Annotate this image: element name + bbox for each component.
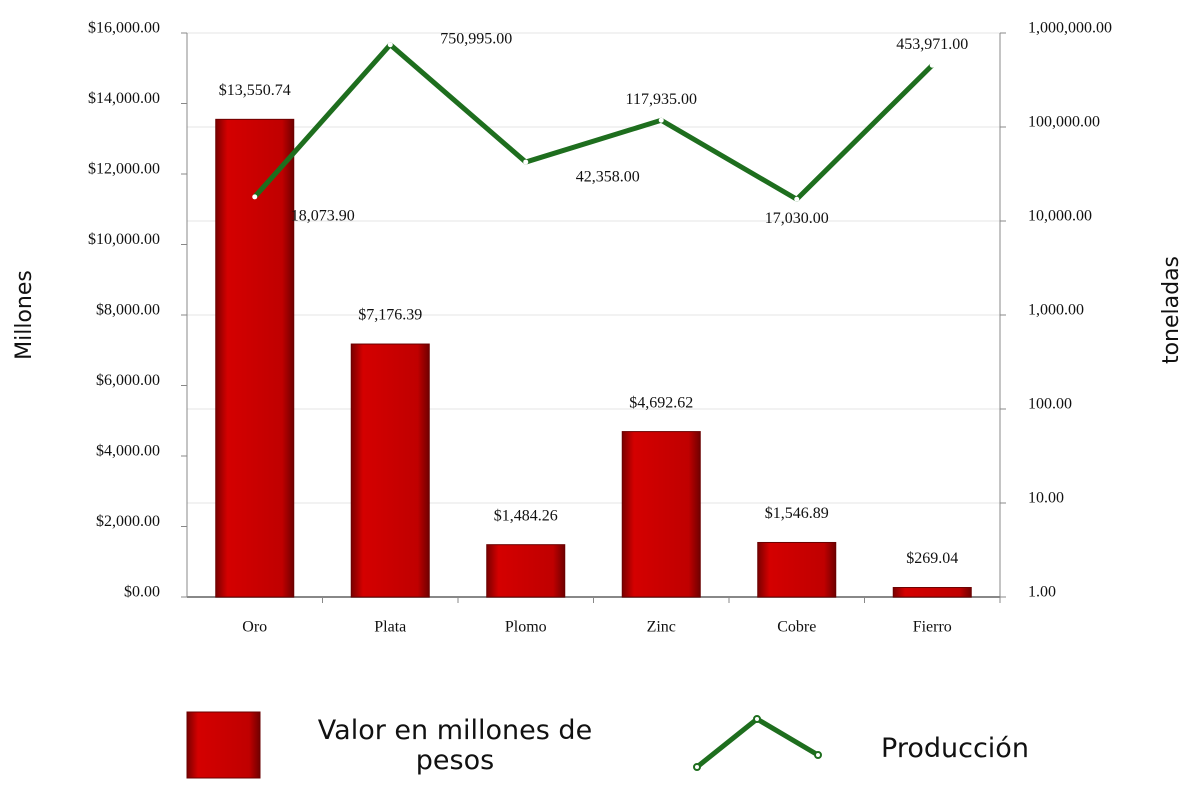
x-tick-label: Plomo xyxy=(505,619,547,636)
bar xyxy=(487,545,565,597)
bar xyxy=(758,542,836,597)
legend-marker xyxy=(754,716,760,722)
data-label: 117,935.00 xyxy=(626,91,697,108)
legend-label: Valor en millones de pesos xyxy=(300,716,610,776)
line-point xyxy=(659,118,664,123)
x-tick-label: Cobre xyxy=(777,619,816,636)
line-point xyxy=(252,194,257,199)
line-point xyxy=(388,42,393,47)
y-tick-label: $4,000.00 xyxy=(96,443,160,460)
y-tick-label: $10,000.00 xyxy=(88,231,160,248)
x-tick-label: Oro xyxy=(242,619,267,636)
y-axis-title: Millones xyxy=(12,270,37,360)
data-label: $269.04 xyxy=(906,550,958,567)
y2-tick-label: 1,000.00 xyxy=(1028,302,1084,319)
legend-label: Producción xyxy=(860,734,1050,764)
x-tick-label: Fierro xyxy=(913,619,952,636)
y2-axis-title: toneladas xyxy=(1159,256,1184,364)
y-tick-label: $12,000.00 xyxy=(88,161,160,178)
y2-tick-label: 1.00 xyxy=(1028,584,1056,601)
y-tick-label: $2,000.00 xyxy=(96,513,160,530)
data-label: 750,995.00 xyxy=(440,30,512,47)
y-tick-label: $0.00 xyxy=(124,584,160,601)
legend-swatch xyxy=(697,719,818,767)
y-tick-label: $16,000.00 xyxy=(88,20,160,37)
y2-tick-label: 10.00 xyxy=(1028,490,1064,507)
page: {"chart_data": {"type": "combo", "catego… xyxy=(0,0,1187,788)
chart: Millones toneladas 1.00 10.00 100.00 1,000.… xyxy=(0,0,1187,788)
bar xyxy=(622,432,700,597)
legend-swatch xyxy=(187,712,260,778)
data-label: $4,692.62 xyxy=(629,394,693,411)
y-tick-label: $6,000.00 xyxy=(96,372,160,389)
line-point xyxy=(523,160,528,165)
data-label: $7,176.39 xyxy=(358,307,422,324)
data-label: 18,073.90 xyxy=(291,208,355,225)
data-label: $1,546.89 xyxy=(765,505,829,522)
line-point xyxy=(930,63,935,68)
y2-tick-label: 10,000.00 xyxy=(1028,208,1092,225)
legend-marker xyxy=(694,764,700,770)
y-tick-label: $14,000.00 xyxy=(88,90,160,107)
x-tick-label: Zinc xyxy=(647,619,676,636)
x-tick-label: Plata xyxy=(374,619,406,636)
data-label: $13,550.74 xyxy=(219,82,291,99)
bar xyxy=(216,119,294,597)
legend-marker xyxy=(815,752,821,758)
bar xyxy=(893,588,971,597)
y2-tick-label: 100,000.00 xyxy=(1028,114,1100,131)
y2-tick-label: 100.00 xyxy=(1028,396,1072,413)
data-label: 453,971.00 xyxy=(896,36,968,53)
data-label: 42,358.00 xyxy=(576,169,640,186)
data-label: 17,030.00 xyxy=(765,210,829,227)
data-label: $1,484.26 xyxy=(494,507,558,524)
y-tick-label: $8,000.00 xyxy=(96,302,160,319)
y2-tick-label: 1,000,000.00 xyxy=(1028,20,1112,37)
line-point xyxy=(794,197,799,202)
bar xyxy=(351,344,429,597)
